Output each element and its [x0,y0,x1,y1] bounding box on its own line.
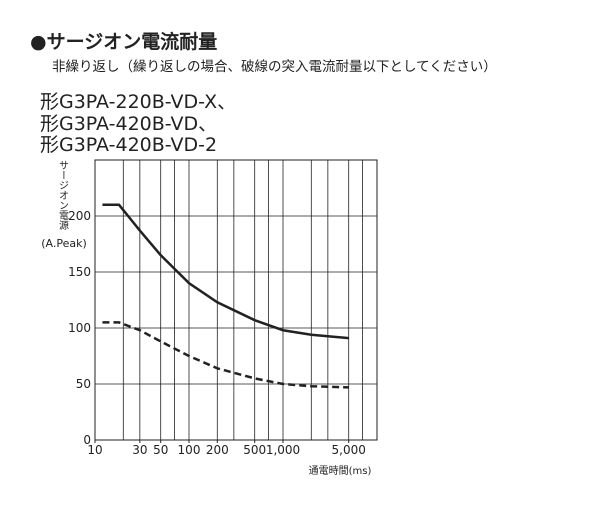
x-tick-label: 1,000 [266,443,300,457]
plot-frame [94,159,378,441]
x-tick-label: 50 [153,443,168,457]
x-tick-label: 30 [132,443,147,457]
y-tick-label: 0 [83,433,91,447]
series-line [102,203,349,340]
y-tick-label: 150 [68,265,91,279]
model: 形G3PA-420B-VD-2 [40,134,217,156]
model: 形G3PA-220B-VD-X、 [40,91,236,113]
x-axis-label: 通電時間(ms) [309,465,372,477]
y-axis-unit: (A.Peak) [41,237,87,250]
y-tick-label: 200 [68,209,91,223]
model: 形G3PA-420B-VD、 [40,113,217,135]
y-axis-label: サージオン電源 [57,160,69,231]
x-tick-label: 10 [87,443,102,457]
x-tick-label: 5,000 [332,443,366,457]
y-tick-label: 50 [76,377,91,391]
subtitle: 非繰り返し（繰り返しの場合、破線の突入電流耐量以下としてください） [52,59,497,75]
x-tick-label: 500 [243,443,266,457]
x-tick-label: 200 [206,443,229,457]
x-tick-label: 100 [178,443,201,457]
series-line [102,321,349,389]
chart-title: ●サージオン電流耐量 [30,30,217,53]
y-tick-label: 100 [68,321,91,335]
